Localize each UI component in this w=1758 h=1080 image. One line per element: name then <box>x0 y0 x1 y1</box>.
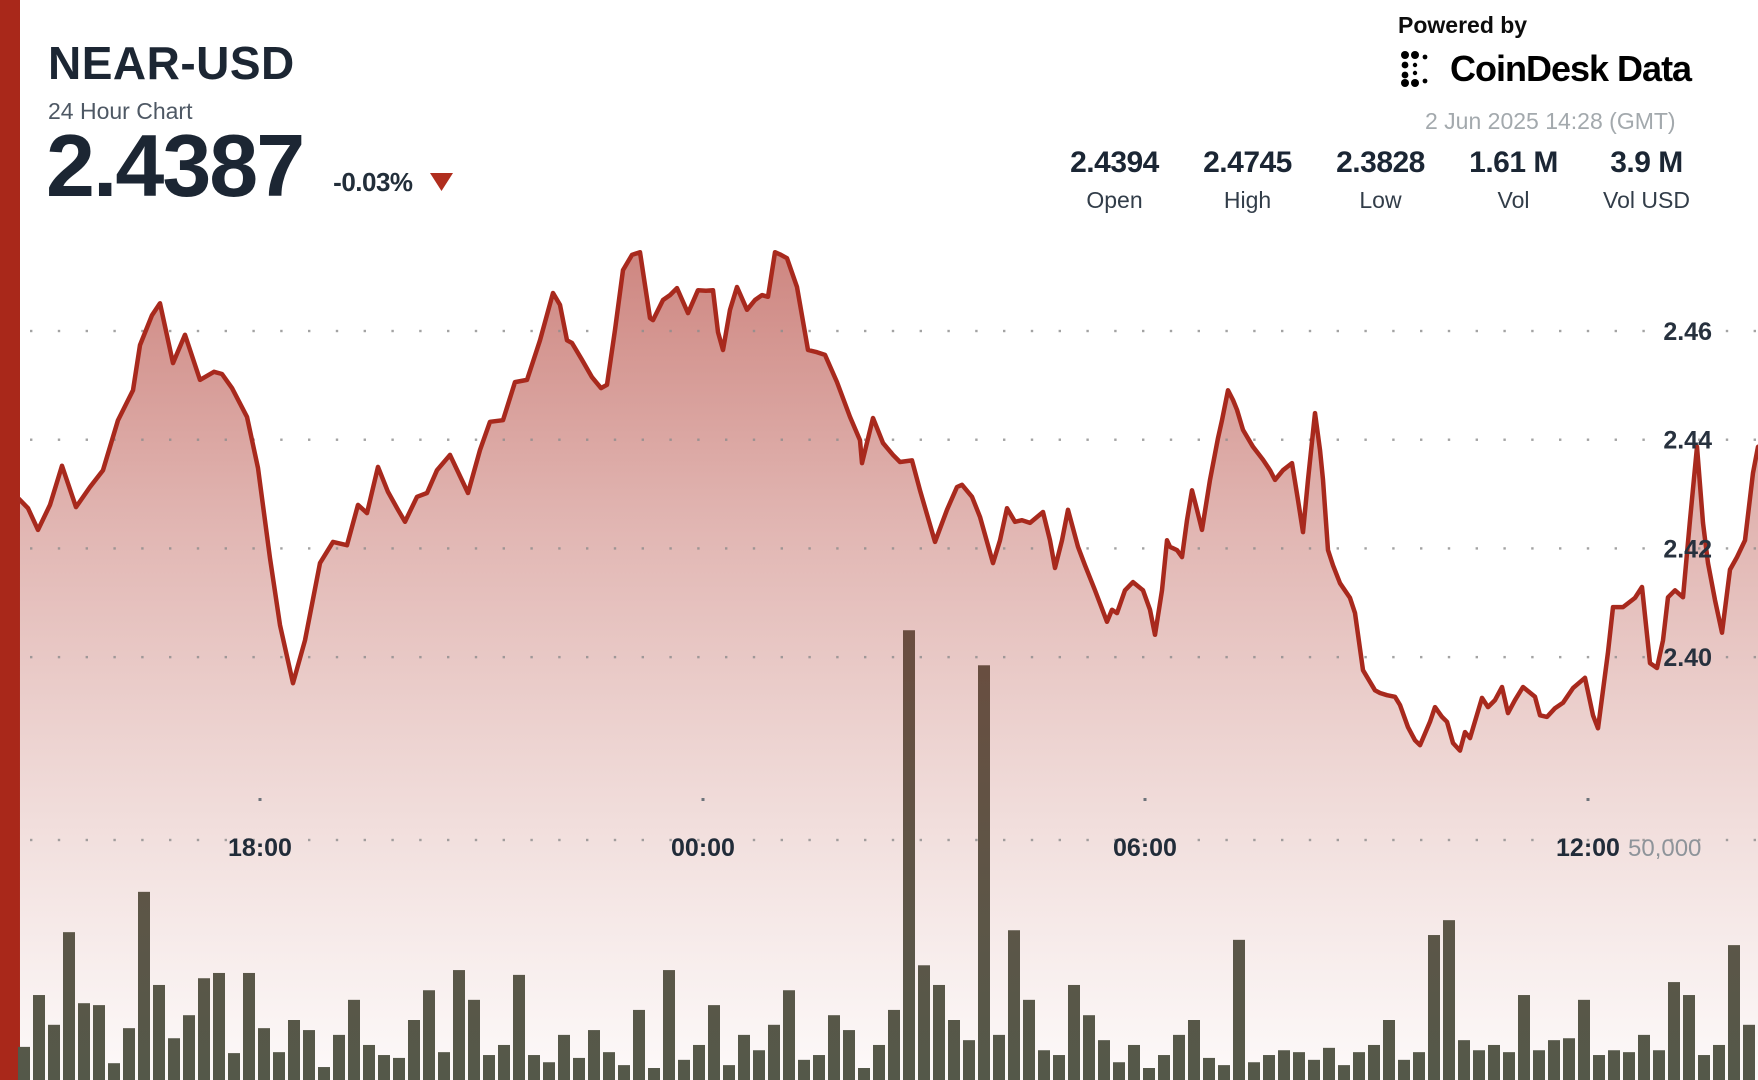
stat-low-value: 2.3828 <box>1336 146 1425 179</box>
stat-open-label: Open <box>1086 187 1143 213</box>
stat-vol-usd-label: Vol USD <box>1603 187 1690 213</box>
brand-name: CoinDesk <box>1450 48 1609 89</box>
x-axis-label: 00:00 <box>671 834 735 862</box>
stat-open-value: 2.4394 <box>1070 146 1159 179</box>
y-axis-label: 2.46 <box>1663 318 1712 346</box>
x-axis-label: 18:00 <box>228 834 292 862</box>
volume-gridline-label: 50,000 <box>1628 835 1701 862</box>
y-axis-label: 2.42 <box>1663 535 1712 563</box>
stat-vol: 1.61 M Vol <box>1447 146 1580 214</box>
current-price: 2.4387 <box>46 116 305 215</box>
stats-row: 2.4394 Open 2.4745 High 2.3828 Low 1.61 … <box>1048 146 1713 214</box>
volume-axis-label: 50,000 <box>1628 835 1701 862</box>
x-axis-label: 06:00 <box>1113 834 1177 862</box>
symbol-title: NEAR-USD <box>48 37 295 89</box>
powered-by-label: Powered by <box>1398 12 1528 38</box>
brand-suffix: Data <box>1617 48 1692 89</box>
stat-high-value: 2.4745 <box>1203 146 1292 179</box>
triangle-down-icon <box>429 173 453 192</box>
x-axis-time-labels: 18:00 00:00 06:00 12:00 <box>228 834 1620 862</box>
left-accent-bar <box>0 0 20 1080</box>
y-axis-price-labels: 2.46 2.44 2.42 2.40 <box>1663 318 1712 672</box>
header-right: Powered by CoinDesk Data <box>1398 12 1692 90</box>
stat-low-label: Low <box>1359 187 1402 213</box>
stat-vol-label: Vol <box>1497 187 1530 213</box>
stat-low: 2.3828 Low <box>1314 146 1447 214</box>
stat-high-label: High <box>1223 187 1272 213</box>
header-left: NEAR-USD 24 Hour Chart <box>48 40 295 125</box>
coindesk-logo-icon <box>1401 51 1428 87</box>
price-line <box>16 249 1758 753</box>
price-row: 2.4387 -0.03% <box>46 116 454 215</box>
coindesk-data-logo[interactable]: CoinDesk Data <box>1398 48 1692 90</box>
chart-subtitle: 24 Hour Chart <box>48 98 193 124</box>
price-change-percent: -0.03% <box>333 166 413 197</box>
grid-dots <box>30 329 1756 842</box>
timestamp: 2 Jun 2025 14:28 (GMT) <box>1425 108 1676 134</box>
stat-open: 2.4394 Open <box>1048 146 1181 214</box>
price-area-fill <box>19 252 1758 1080</box>
stat-vol-value: 1.61 M <box>1469 146 1558 179</box>
stat-vol-usd-value: 3.9 M <box>1610 146 1683 179</box>
x-axis-label: 12:00 <box>1556 834 1620 862</box>
y-axis-label: 2.40 <box>1663 644 1712 672</box>
stat-high: 2.4745 High <box>1181 146 1314 214</box>
y-axis-label: 2.44 <box>1663 427 1712 455</box>
stat-vol-usd: 3.9 M Vol USD <box>1580 146 1713 214</box>
price-change: -0.03% <box>333 167 453 198</box>
coindesk-logo-text: CoinDesk Data <box>1450 48 1692 90</box>
